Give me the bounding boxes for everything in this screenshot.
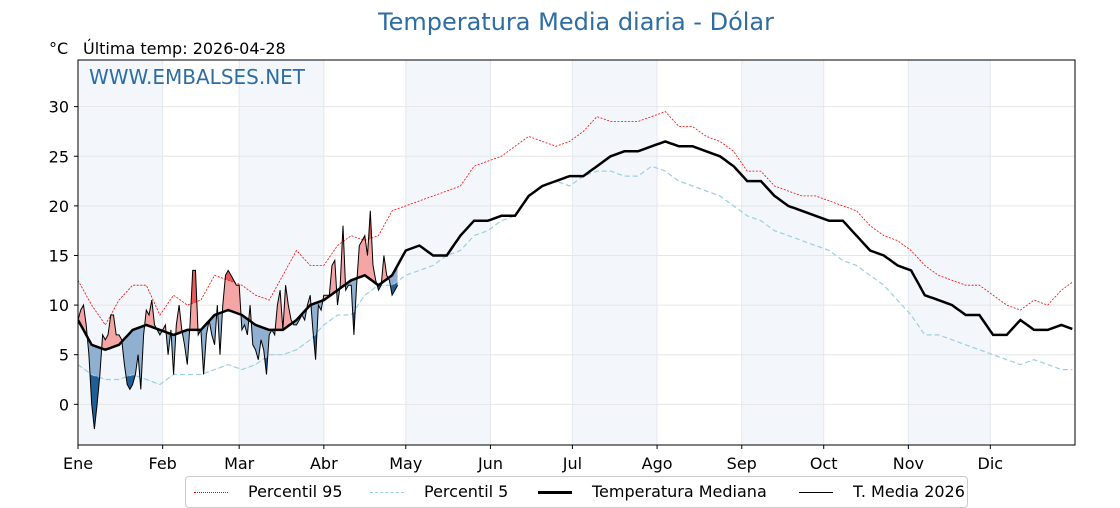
month-band <box>741 60 824 445</box>
legend-item-2026: T. Media 2026 <box>799 482 965 501</box>
legend-item-p5: Percentil 5 <box>370 482 508 501</box>
y-tick-label: 10 <box>49 296 69 315</box>
x-tick-label: Jun <box>477 454 503 473</box>
chart-title: Temperatura Media diaria - Dólar <box>377 8 774 36</box>
month-band <box>572 60 658 445</box>
legend-item-p95: Percentil 95 <box>194 482 343 501</box>
month-band <box>908 60 991 445</box>
legend-swatch <box>538 491 572 494</box>
t2026-line <box>78 210 399 430</box>
p95-line <box>78 111 1073 326</box>
y-tick-label: 5 <box>59 346 69 365</box>
month-band <box>239 60 324 445</box>
x-tick-label: Abr <box>310 454 338 473</box>
legend-label: Percentil 95 <box>248 482 343 501</box>
x-tick-label: Jul <box>562 454 582 473</box>
p5-line <box>78 165 1073 386</box>
x-tick-label: Sep <box>727 454 757 473</box>
y-tick-label: 30 <box>49 98 69 117</box>
legend-swatch <box>194 492 228 493</box>
last-temp-label: Última temp: 2026-04-28 <box>83 39 286 58</box>
x-tick-label: Mar <box>224 454 255 473</box>
x-tick-label: Nov <box>893 454 924 473</box>
x-tick-label: Dic <box>978 454 1004 473</box>
y-axis-ticks: 0 5 10 15 20 25 30 <box>49 98 78 414</box>
x-tick-label: Oct <box>810 454 838 473</box>
legend-swatch <box>799 492 833 493</box>
legend-label: T. Media 2026 <box>853 482 965 501</box>
x-tick-label: Ago <box>642 454 673 473</box>
y-tick-label: 20 <box>49 197 69 216</box>
median-line <box>78 140 1073 352</box>
x-axis-ticks: Ene Feb Mar Abr May Jun Jul Ago Sep Oct Nov Dic <box>63 445 1003 473</box>
y-tick-label: 0 <box>59 395 69 414</box>
legend-item-median: Temperatura Mediana <box>538 482 767 501</box>
watermark: WWW.EMBALSES.NET <box>89 65 306 89</box>
y-tick-label: 15 <box>49 246 69 265</box>
legend-swatch <box>370 492 404 493</box>
legend: Percentil 95 Percentil 5 Temperatura Med… <box>185 476 968 508</box>
legend-label: Temperatura Mediana <box>592 482 767 501</box>
y-axis-unit: °C <box>49 39 69 58</box>
x-tick-label: Feb <box>149 454 177 473</box>
y-tick-label: 25 <box>49 147 69 166</box>
plot-frame <box>77 59 1076 446</box>
x-tick-label: Ene <box>63 454 93 473</box>
month-shading <box>78 60 991 445</box>
x-tick-label: May <box>389 454 422 473</box>
legend-label: Percentil 5 <box>424 482 509 501</box>
